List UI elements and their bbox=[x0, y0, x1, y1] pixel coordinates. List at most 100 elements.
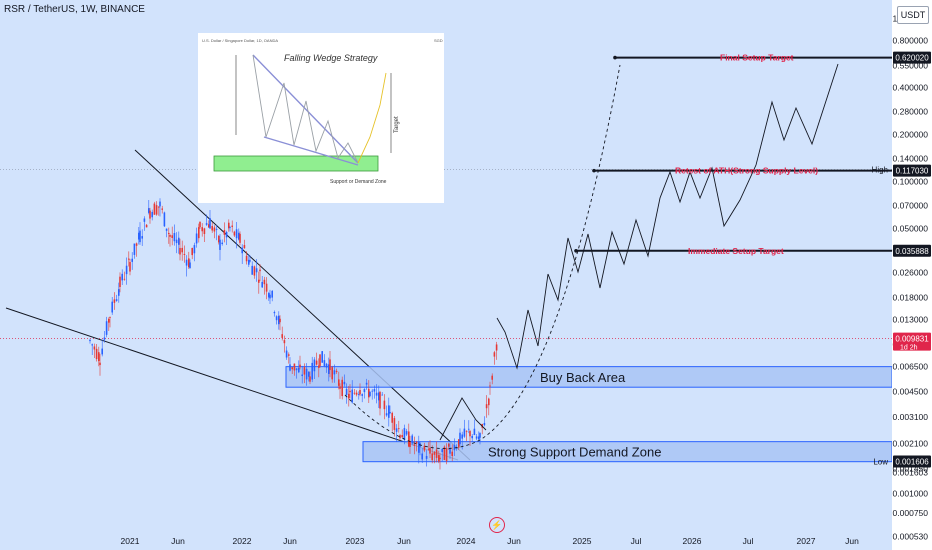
candle-body bbox=[221, 242, 223, 245]
inset-caption: Support or Demand Zone bbox=[330, 179, 387, 185]
candle-body bbox=[439, 457, 441, 460]
candle-body bbox=[399, 435, 401, 439]
inset-header: U.S. Dollar / Singapore Dollar, 1D, OAND… bbox=[202, 38, 278, 43]
candle-body bbox=[341, 379, 343, 397]
candle-body bbox=[348, 393, 350, 399]
candle-body bbox=[429, 447, 431, 454]
candle-body bbox=[413, 444, 416, 446]
candle-body bbox=[108, 318, 110, 323]
candle-body bbox=[331, 367, 333, 380]
candle-body bbox=[345, 388, 348, 395]
time-axis: 2021 Jun 2022 Jun 2023 Jun 2024 Jun 2025 Jul 2026 J… bbox=[0, 531, 892, 550]
candle-body bbox=[109, 317, 111, 318]
candle-body bbox=[488, 398, 490, 406]
candle-body bbox=[375, 392, 378, 396]
y-tick-label: 0.001450 bbox=[893, 463, 929, 473]
candle-body bbox=[175, 239, 178, 244]
candle-body bbox=[243, 245, 246, 249]
candle-body bbox=[448, 443, 450, 447]
price-badge bbox=[893, 332, 931, 351]
candle-body bbox=[131, 258, 133, 262]
candle-body bbox=[263, 279, 266, 285]
candle-body bbox=[398, 428, 400, 430]
price-badge bbox=[893, 164, 931, 177]
y-tick-label: 0.013000 bbox=[893, 315, 929, 325]
y-tick-label: 0.550000 bbox=[893, 61, 929, 71]
candle-body bbox=[185, 259, 188, 266]
candle-body bbox=[179, 247, 181, 255]
zigzag-projection-path bbox=[496, 63, 839, 370]
candle-body bbox=[279, 318, 281, 323]
candle-body bbox=[225, 232, 228, 238]
x-tick-label: 2024 bbox=[457, 536, 476, 546]
price-badge-label: 0.009831 bbox=[895, 335, 929, 344]
pair-title: RSR / TetherUS, 1W, BINANCE bbox=[4, 4, 145, 15]
y-tick-label: 0.000750 bbox=[893, 508, 929, 518]
candle-body bbox=[155, 205, 158, 215]
candles bbox=[89, 198, 498, 470]
candle-body bbox=[295, 368, 298, 371]
candle-body bbox=[449, 448, 451, 454]
price-badge-countdown: 1d 2h bbox=[900, 345, 918, 352]
x-tick-label: Jun bbox=[507, 536, 521, 546]
candle-body bbox=[433, 452, 436, 455]
candle-body bbox=[313, 359, 316, 372]
price-axis: 1.1000000.8000000.5500000.4000000.280000… bbox=[872, 0, 932, 550]
candle-body bbox=[218, 235, 220, 243]
price-badge-label: 0.035888 bbox=[895, 247, 929, 256]
candle-body bbox=[169, 234, 171, 237]
candle-body bbox=[495, 344, 498, 351]
y-tick-label: 0.006500 bbox=[893, 362, 929, 372]
candle-body bbox=[228, 222, 230, 229]
candle-body bbox=[299, 364, 301, 368]
candle-body bbox=[91, 344, 93, 346]
inset-diagram: U.S. Dollar / Singapore Dollar, 1D, OAND… bbox=[202, 38, 443, 185]
candle-body bbox=[148, 208, 150, 213]
candle-body bbox=[425, 455, 428, 459]
candle-body bbox=[359, 389, 361, 395]
candle-body bbox=[248, 259, 250, 265]
candle-body bbox=[298, 367, 300, 373]
candle-body bbox=[271, 290, 273, 298]
candle-body bbox=[139, 230, 141, 243]
candle-body bbox=[268, 293, 270, 298]
candle-body bbox=[383, 400, 386, 410]
currency-selector[interactable]: USDT bbox=[897, 6, 929, 24]
candle-body bbox=[241, 247, 243, 254]
cup-projection-curve bbox=[344, 64, 621, 449]
candle-body bbox=[103, 337, 106, 340]
candle-body bbox=[459, 432, 461, 445]
candle-body bbox=[318, 365, 320, 368]
candle-body bbox=[161, 208, 163, 210]
hilo-label: High bbox=[872, 166, 888, 175]
lightning-logo-icon[interactable]: ⚡ bbox=[489, 517, 505, 533]
candle-body bbox=[405, 431, 408, 435]
candle-body bbox=[378, 392, 380, 401]
candle-body bbox=[121, 273, 123, 281]
candle-body bbox=[245, 255, 248, 262]
level-anchor bbox=[613, 55, 617, 60]
candle-body bbox=[199, 221, 201, 228]
falling-wedge-inset: U.S. Dollar / Singapore Dollar, 1D, OAND… bbox=[198, 33, 444, 203]
candle-body bbox=[269, 294, 271, 299]
candle-body bbox=[125, 265, 128, 275]
price-badge-label: 0.001606 bbox=[895, 457, 929, 466]
candle-body bbox=[468, 428, 470, 430]
target-levels: Final Setup Target Retest of ATH(Strong S… bbox=[574, 53, 892, 256]
candle-body bbox=[231, 225, 233, 227]
candle-body bbox=[365, 382, 368, 385]
candle-body bbox=[105, 321, 108, 335]
candle-body bbox=[373, 389, 376, 392]
candle-body bbox=[418, 441, 420, 453]
candle-body bbox=[208, 224, 210, 228]
inset-demand-zone bbox=[213, 155, 379, 172]
candle-body bbox=[113, 299, 116, 303]
candle-body bbox=[385, 413, 388, 416]
candle-body bbox=[209, 218, 211, 229]
candle-body bbox=[338, 379, 340, 386]
candle-body bbox=[173, 233, 176, 242]
candle-body bbox=[203, 228, 206, 234]
projection-path bbox=[344, 63, 839, 449]
candle-body bbox=[453, 444, 456, 451]
candle-body bbox=[281, 334, 283, 338]
